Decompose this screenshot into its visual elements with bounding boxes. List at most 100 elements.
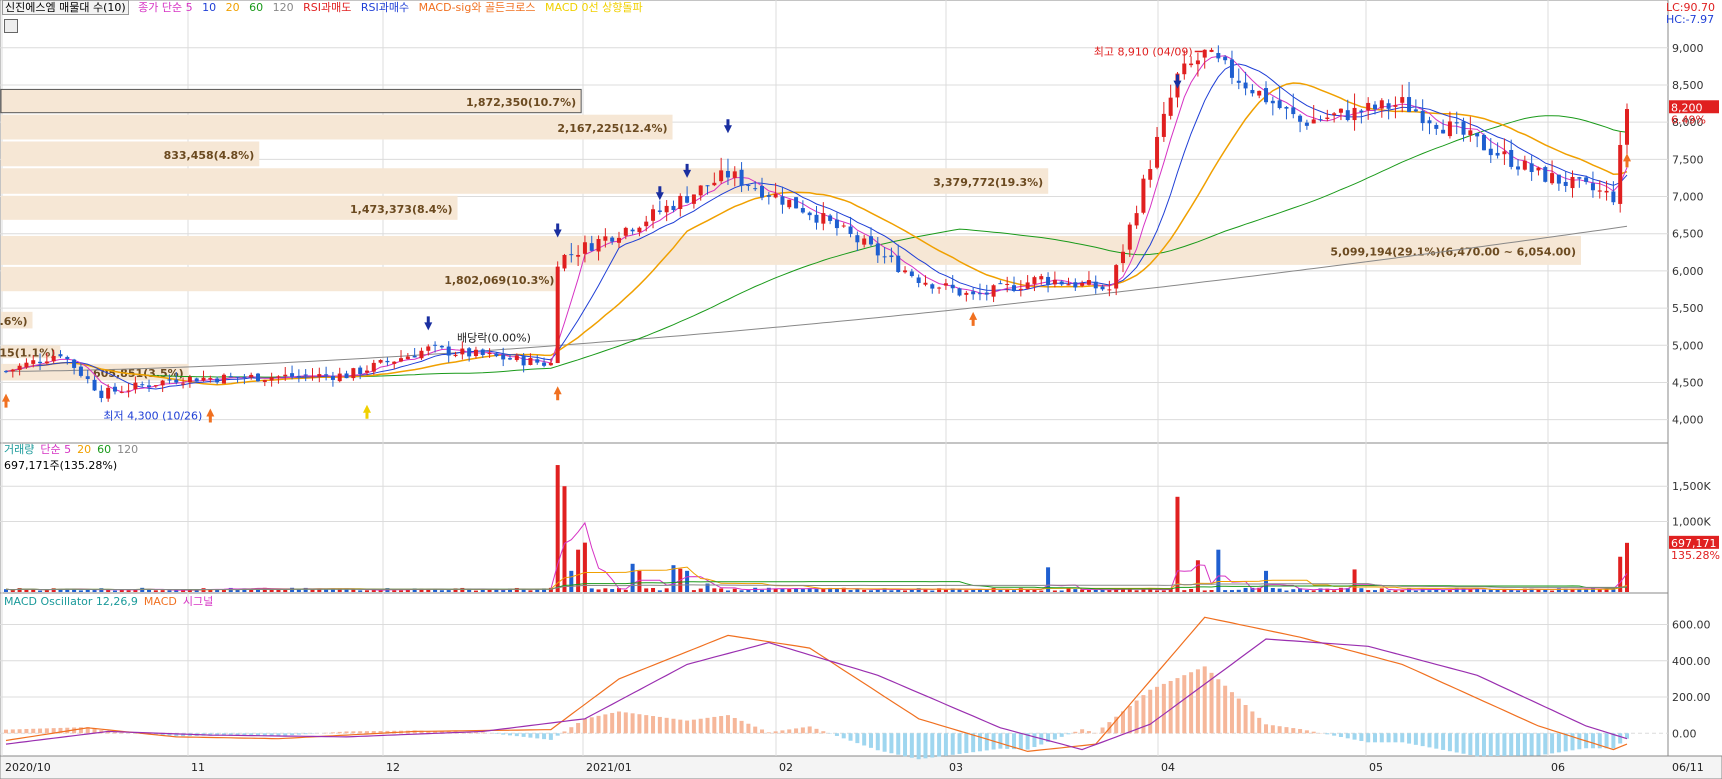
candle-body (78, 366, 83, 376)
macd-osc-bar (1114, 716, 1119, 734)
macd-osc-bar (1148, 689, 1153, 734)
legend-vol-ma5[interactable]: 단순 5 (40, 443, 72, 456)
candle-body (528, 358, 533, 365)
signal-up-arrow (553, 386, 562, 401)
candle-body (1080, 283, 1085, 286)
x-tick-label: 2020/10 (5, 761, 51, 774)
volume-bar (807, 587, 812, 592)
candle-body (31, 360, 36, 364)
volume-bar (637, 570, 642, 592)
macd-osc-bar (1052, 733, 1057, 740)
candle-body (671, 205, 676, 211)
macd-osc-bar (562, 731, 567, 734)
volume-bar (412, 588, 417, 592)
candle-body (1529, 163, 1534, 173)
legend-macd[interactable]: MACD (143, 595, 177, 608)
candle-body (1223, 56, 1228, 61)
volume-bar (855, 588, 860, 592)
legend-vol-ma20[interactable]: 20 (77, 443, 92, 456)
legend-macd-golden-cross[interactable]: MACD-sig와 골든크로스 (418, 1, 536, 14)
macd-osc-bar (1488, 733, 1493, 757)
macd-osc-bar (1413, 733, 1418, 745)
macd-panel-frame (0, 592, 1669, 757)
volume-bar (433, 589, 438, 592)
macd-osc-bar (964, 733, 969, 754)
volume-bar (392, 590, 397, 592)
legend-macd-osc[interactable]: MACD Oscillator 12,26,9 (4, 595, 138, 608)
volume-bar (1345, 588, 1350, 592)
volume-bar (249, 588, 254, 592)
volume-bar (1127, 588, 1132, 592)
legend-macd-zero-cross[interactable]: MACD 0선 상향돌파 (545, 1, 643, 14)
volume-bar (651, 587, 656, 592)
volume-bar (1039, 590, 1044, 592)
legend-ma20[interactable]: 20 (225, 1, 240, 14)
legend-vol-ma60[interactable]: 60 (97, 443, 112, 456)
candle-body (324, 374, 329, 376)
macd-osc-bar (1400, 733, 1405, 743)
macd-osc-bar (344, 731, 349, 734)
macd-osc-bar (1229, 692, 1234, 734)
grid-icon[interactable] (4, 19, 18, 33)
macd-osc-bar (106, 731, 111, 734)
macd-osc-bar (896, 733, 901, 755)
legend-rsi-oversold[interactable]: RSI과매도 (303, 1, 352, 14)
legend-ma120[interactable]: 120 (272, 1, 294, 14)
legend-ma10[interactable]: 10 (202, 1, 217, 14)
candle-body (746, 185, 751, 187)
volume-bar (1250, 587, 1255, 592)
volume-bar (24, 589, 29, 592)
volume-bar (1611, 589, 1616, 592)
current-price-tag (1669, 100, 1719, 114)
macd-osc-bar (855, 733, 860, 744)
legend-ma5[interactable]: 종가 단순 5 (138, 1, 193, 14)
macd-osc-bar (1175, 678, 1180, 734)
macd-osc-bar (1284, 727, 1289, 734)
candle-body (337, 373, 342, 382)
macd-osc-bar (1100, 727, 1105, 734)
macd-osc-bar (1509, 733, 1514, 756)
volume-bar (971, 589, 976, 592)
volume-bar (337, 588, 342, 592)
macd-osc-bar (419, 730, 424, 734)
candle-body (1243, 82, 1248, 89)
price-title[interactable]: 신진에스엠 매물대 수(10) (2, 0, 129, 15)
candle-body (644, 221, 649, 227)
legend-ma60[interactable]: 60 (249, 1, 264, 14)
volume-bar (1298, 588, 1303, 592)
volume-profile-bar (1, 195, 458, 220)
candle-body (555, 266, 560, 364)
candle-body (235, 376, 240, 378)
macd-osc-bar (644, 715, 649, 734)
volume-bar (1495, 589, 1500, 592)
macd-osc-bar (555, 733, 560, 736)
volume-profile-label: 5,099,194(29.1%)(6,470.00 ~ 6,054.00) (1330, 245, 1576, 258)
x-tick-label: 04 (1161, 761, 1175, 774)
macd-osc-bar (998, 733, 1003, 749)
macd-osc-bar (160, 733, 165, 736)
volume-bar (1332, 590, 1337, 592)
volume-bar (760, 589, 765, 592)
volume-bar (712, 588, 717, 592)
macd-osc-bar (1570, 733, 1575, 751)
candle-body (1202, 49, 1207, 58)
volume-bar (535, 589, 540, 592)
candle-body (1209, 49, 1214, 52)
volume-bar (576, 549, 581, 592)
macd-osc-bar (153, 733, 158, 735)
candle-body (249, 374, 254, 378)
candle-body (616, 237, 621, 243)
volume-bar (453, 588, 458, 592)
macd-osc-bar (807, 726, 812, 734)
macd-osc-bar (521, 733, 526, 737)
legend-rsi-overbought[interactable]: RSI과매수 (360, 1, 410, 14)
legend-volume[interactable]: 거래량 (4, 443, 35, 456)
candle-body (753, 188, 758, 190)
volume-bar (937, 588, 942, 592)
legend-vol-ma120[interactable]: 120 (117, 443, 139, 456)
candle-body (1318, 119, 1323, 121)
candle-body (610, 237, 615, 242)
legend-signal[interactable]: 시그널 (182, 595, 214, 608)
macd-osc-bar (433, 731, 438, 734)
macd-osc-bar (1529, 733, 1534, 756)
